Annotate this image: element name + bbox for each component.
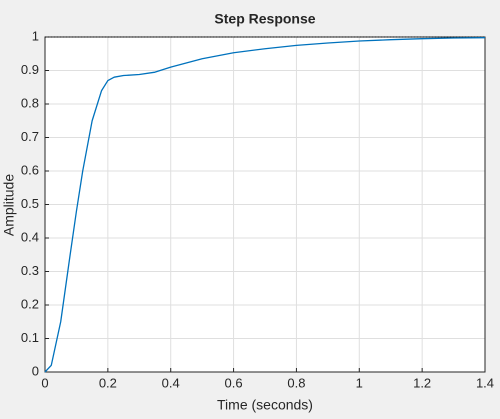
x-tick-label: 0.8 [287, 375, 305, 390]
y-axis-label: Amplitude [1, 174, 17, 236]
x-tick-label: 1.2 [413, 375, 431, 390]
y-tick-label: 0.4 [21, 229, 39, 244]
y-tick-label: 0.7 [21, 129, 39, 144]
y-tick-label: 0.1 [21, 330, 39, 345]
x-tick-label: 1 [356, 375, 363, 390]
y-tick-label: 0.9 [21, 62, 39, 77]
y-tick-label: 0 [32, 363, 39, 378]
chart-title: Step Response [214, 11, 315, 27]
x-tick-label: 0.6 [225, 375, 243, 390]
y-tick-label: 0.5 [21, 196, 39, 211]
x-tick-label: 0 [41, 375, 48, 390]
y-tick-label: 1 [32, 28, 39, 43]
x-tick-label: 1.4 [476, 375, 494, 390]
y-tick-label: 0.2 [21, 296, 39, 311]
x-tick-label: 0.4 [162, 375, 180, 390]
x-axis-label: Time (seconds) [217, 397, 313, 413]
y-tick-label: 0.8 [21, 95, 39, 110]
y-tick-label: 0.3 [21, 263, 39, 278]
x-tick-label: 0.2 [99, 375, 117, 390]
response-line [44, 37, 486, 373]
y-tick-label: 0.6 [21, 162, 39, 177]
